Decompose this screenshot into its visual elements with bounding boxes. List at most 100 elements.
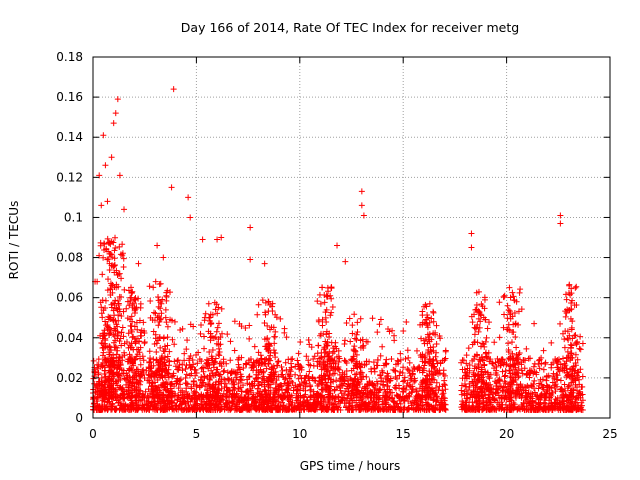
data-point <box>262 394 269 401</box>
data-point <box>383 356 390 363</box>
data-point <box>292 363 299 370</box>
data-point <box>117 251 124 258</box>
data-point <box>424 340 431 347</box>
data-point <box>507 373 514 380</box>
data-point <box>276 405 283 412</box>
data-point <box>364 391 371 398</box>
data-point <box>324 382 331 389</box>
data-point <box>316 291 323 298</box>
data-point <box>576 381 583 388</box>
data-point <box>561 381 568 388</box>
data-point <box>193 369 200 376</box>
data-point <box>356 361 363 368</box>
data-point <box>107 369 114 376</box>
data-point <box>473 306 480 313</box>
data-point <box>349 322 356 329</box>
data-point <box>251 382 258 389</box>
data-point <box>124 358 131 365</box>
data-point <box>294 386 301 393</box>
data-point <box>231 318 238 325</box>
data-point <box>523 384 530 391</box>
data-point <box>464 365 471 372</box>
data-point <box>426 300 433 307</box>
data-point <box>188 385 195 392</box>
data-point <box>503 406 510 413</box>
data-point <box>198 398 205 405</box>
data-point <box>349 402 356 409</box>
data-point <box>376 321 383 328</box>
data-point <box>305 336 312 343</box>
data-point <box>273 314 280 321</box>
data-point <box>119 252 126 259</box>
data-point <box>287 368 294 375</box>
data-point <box>332 394 339 401</box>
data-point <box>307 392 314 399</box>
y-tick-label: 0.18 <box>56 50 83 64</box>
data-point <box>163 366 170 373</box>
data-point <box>257 352 264 359</box>
data-point <box>402 355 409 362</box>
data-point <box>153 357 160 364</box>
data-point <box>278 364 285 371</box>
data-point <box>275 358 282 365</box>
data-point <box>549 389 556 396</box>
data-point <box>511 401 518 408</box>
data-point <box>295 403 302 410</box>
y-tick-label: 0.14 <box>56 130 83 144</box>
data-point <box>349 356 356 363</box>
data-point <box>143 406 150 413</box>
data-point <box>159 382 166 389</box>
data-point <box>392 406 399 413</box>
data-point <box>482 316 489 323</box>
data-point <box>397 368 404 375</box>
data-point <box>481 343 488 350</box>
data-point <box>321 346 328 353</box>
data-point <box>107 329 114 336</box>
data-point <box>382 375 389 382</box>
x-tick-label: 5 <box>193 427 201 441</box>
data-point <box>133 353 140 360</box>
data-point <box>120 255 127 262</box>
data-point <box>421 359 428 366</box>
data-point <box>157 305 164 312</box>
data-point <box>505 347 512 354</box>
data-point <box>132 296 139 303</box>
data-point <box>562 291 569 298</box>
data-point <box>375 406 382 413</box>
data-point <box>536 382 543 389</box>
data-point <box>170 86 177 93</box>
data-point <box>257 366 264 373</box>
data-point <box>226 387 233 394</box>
data-point <box>480 380 487 387</box>
data-point <box>549 406 556 413</box>
data-point <box>115 399 122 406</box>
data-point <box>540 399 547 406</box>
data-point <box>94 381 101 388</box>
data-point <box>262 309 269 316</box>
data-point <box>506 327 513 334</box>
data-point <box>132 338 139 345</box>
data-point <box>215 351 222 358</box>
data-point <box>326 334 333 341</box>
data-point <box>305 403 312 410</box>
data-point <box>499 368 506 375</box>
data-point <box>319 381 326 388</box>
data-point <box>491 339 498 346</box>
data-point <box>167 316 174 323</box>
data-point <box>285 356 292 363</box>
data-point <box>485 394 492 401</box>
data-point <box>305 357 312 364</box>
data-point <box>229 391 236 398</box>
data-point <box>483 380 490 387</box>
data-point <box>153 371 160 378</box>
data-point <box>358 376 365 383</box>
data-point <box>441 405 448 412</box>
data-point <box>353 399 360 406</box>
data-point <box>411 378 418 385</box>
data-point <box>358 202 365 209</box>
data-point <box>335 353 342 360</box>
data-point <box>563 296 570 303</box>
data-point <box>293 390 300 397</box>
data-point <box>230 384 237 391</box>
data-point <box>222 380 229 387</box>
